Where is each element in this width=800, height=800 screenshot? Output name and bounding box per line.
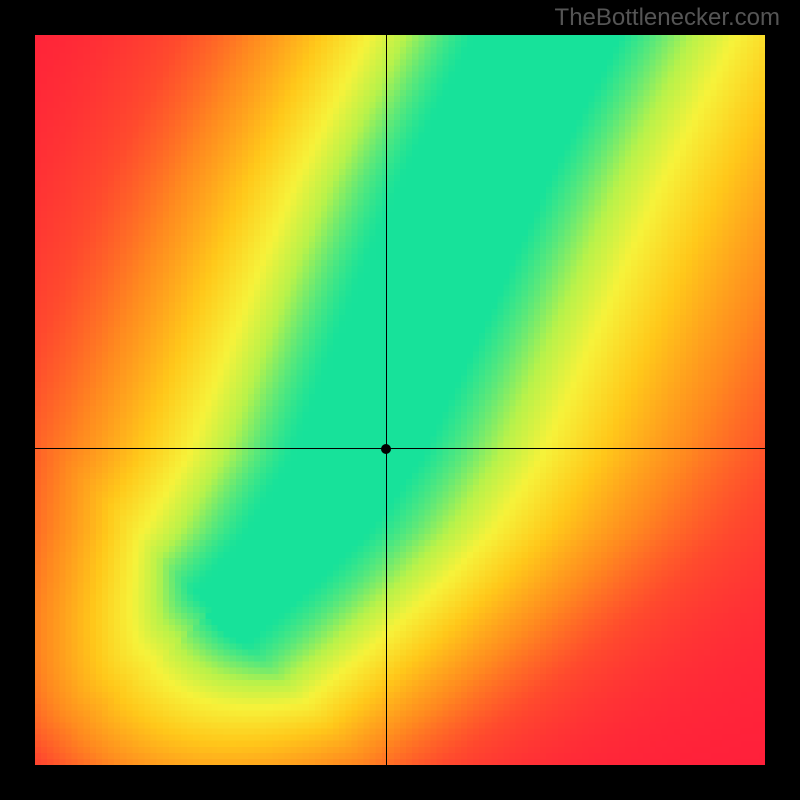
crosshair-vertical — [386, 35, 387, 765]
watermark-text: TheBottlenecker.com — [555, 4, 780, 32]
heatmap-canvas — [35, 35, 765, 765]
crosshair-horizontal — [35, 448, 765, 449]
crosshair-dot — [381, 444, 391, 454]
chart-stage: TheBottlenecker.com — [0, 0, 800, 800]
